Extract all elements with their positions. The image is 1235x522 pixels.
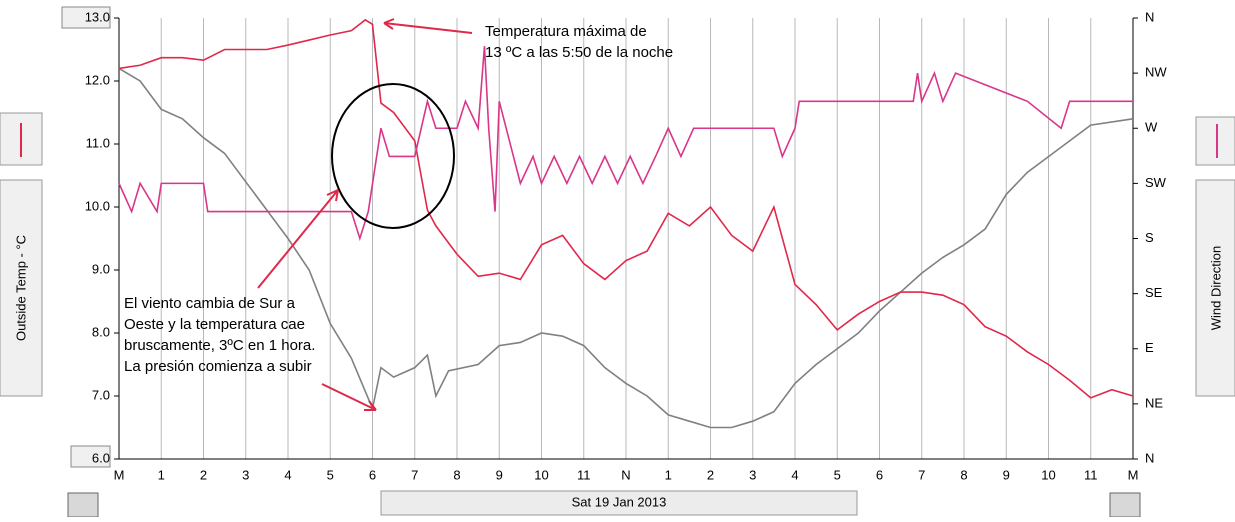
y2-tick-label: E <box>1145 340 1154 355</box>
x-tick-label: 3 <box>749 467 756 482</box>
ymax-box <box>61 6 111 29</box>
x-tick-label: 6 <box>876 467 883 482</box>
y-tick-label: 9.0 <box>92 261 110 276</box>
x-tick-label: 5 <box>834 467 841 482</box>
y-axis-label: Outside Temp - °C <box>13 235 28 341</box>
y2-tick-label: W <box>1145 120 1158 135</box>
x-tick-label: 10 <box>1041 467 1055 482</box>
arrow <box>257 189 339 289</box>
x-tick-label: 10 <box>534 467 548 482</box>
y2-tick-label: NW <box>1145 65 1167 80</box>
series-line <box>118 46 1133 242</box>
y2-tick-label: SE <box>1145 285 1163 300</box>
date-label: Sat 19 Jan 2013 <box>572 494 667 509</box>
y2-tick-label: N <box>1145 450 1154 465</box>
arrowhead <box>364 400 377 411</box>
y2-tick-label: N <box>1145 9 1154 24</box>
x-tick-label: 1 <box>158 467 165 482</box>
y2-tick-label: NE <box>1145 395 1163 410</box>
ymin-box <box>70 445 111 468</box>
x-tick-label: 7 <box>918 467 925 482</box>
x-tick-label: 11 <box>1084 467 1098 482</box>
x-tick-label: 1 <box>665 467 672 482</box>
y2-axis-label: Wind Direction <box>1208 246 1223 331</box>
lock-button[interactable] <box>67 492 99 518</box>
y2-tick-label: SW <box>1145 175 1167 190</box>
arrowhead <box>383 18 395 30</box>
y2-label-panel <box>1195 179 1235 397</box>
x-tick-label: 5 <box>327 467 334 482</box>
legend-box <box>1195 116 1235 166</box>
plot: M 1 2 3 4 5 6 7 8 9 10 11 N 1 2 3 4 5 6 7 8 9 10 11 M 6.0 7.0 8.0 9.… <box>85 9 1168 482</box>
x-tick-label: 8 <box>960 467 967 482</box>
lock-button[interactable] <box>1109 492 1141 518</box>
x-tick-label: 2 <box>200 467 207 482</box>
x-tick-label: 3 <box>242 467 249 482</box>
y-tick-label: 6.0 <box>92 450 110 465</box>
highlight-ellipse <box>331 83 455 229</box>
x-tick-label: 4 <box>791 467 798 482</box>
y2-tick-label: S <box>1145 230 1154 245</box>
y-tick-label: 12.0 <box>85 72 110 87</box>
arrowhead <box>326 189 339 202</box>
annotation: 13 ºC a las 5:50 de la noche <box>485 44 673 61</box>
x-tick-label: M <box>114 467 125 482</box>
arrow <box>383 22 473 34</box>
x-tick-label: 6 <box>369 467 376 482</box>
x-tick-label: 4 <box>284 467 291 482</box>
annotations: Temperatura máxima de 13 ºC a las 5:50 de… <box>124 18 673 411</box>
x-tick-label: 9 <box>1003 467 1010 482</box>
x-tick-label: 11 <box>577 467 591 482</box>
annotation: bruscamente, 3ºC en 1 hora. <box>124 337 315 354</box>
series-line <box>118 18 1134 399</box>
annotation: Oeste y la temperatura cae <box>124 316 305 333</box>
annotation: La presión comienza a subir <box>124 358 312 375</box>
annotation: El viento cambia de Sur a <box>124 295 296 312</box>
arrow <box>321 383 377 411</box>
x-tick-label: 8 <box>453 467 460 482</box>
y-tick-label: 11.0 <box>86 135 110 150</box>
y-tick-label: 13.0 <box>85 9 110 24</box>
x-tick-label: 7 <box>411 467 418 482</box>
x-tick-label: 9 <box>496 467 503 482</box>
date-bar[interactable] <box>380 490 858 516</box>
y-tick-label: 8.0 <box>92 324 110 339</box>
x-tick-label: 2 <box>707 467 714 482</box>
y-tick-label: 10.0 <box>85 198 110 213</box>
x-tick-label: N <box>621 467 630 482</box>
annotation: Temperatura máxima de <box>485 23 647 40</box>
x-tick-label: M <box>1128 467 1139 482</box>
y-tick-label: 7.0 <box>92 387 110 402</box>
series-line <box>118 67 1134 429</box>
y-label-panel <box>0 179 43 397</box>
